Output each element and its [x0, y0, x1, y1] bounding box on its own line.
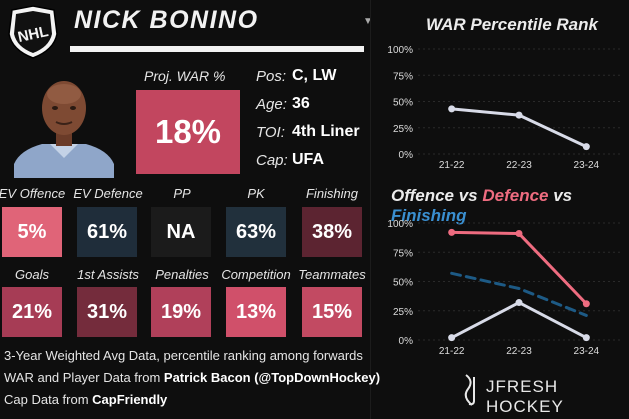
footer-cap-prefix: Cap Data from: [4, 392, 93, 407]
penalties-tile: 19%: [151, 287, 211, 337]
player-name: NICK BONINO: [74, 6, 259, 34]
series-point-0: [582, 143, 590, 151]
series-point-0: [582, 300, 590, 308]
age-label: Age:: [256, 96, 287, 113]
proj-war-label: Proj. WAR %: [144, 68, 226, 84]
cap-label: Cap:: [256, 152, 288, 169]
footer-war-prefix: WAR and Player Data from: [4, 370, 164, 385]
footer-cap-source: Cap Data from CapFriendly: [4, 392, 167, 407]
x-tick-label: 22-23: [506, 346, 532, 357]
finishing-label: Finishing: [305, 186, 359, 201]
offence-defence-finishing-chart: 0% 25% 50% 75% 100% 21-22 22-23 23-24: [387, 219, 620, 357]
proj-war-value: 18%: [136, 90, 240, 174]
toi-label: TOI:: [256, 124, 285, 141]
y-tick-label: 0%: [399, 150, 414, 161]
x-tick-label: 21-22: [439, 160, 465, 171]
first-assists-label: 1st Assists: [77, 267, 139, 282]
ev-defence-label: EV Defence: [73, 186, 143, 201]
ovd-title-defence: Defence: [482, 186, 549, 205]
y-tick-label: 25%: [393, 124, 413, 135]
x-tick-label: 22-23: [506, 160, 532, 171]
series-point-2: [582, 334, 590, 342]
y-tick-label: 100%: [387, 45, 413, 56]
war-percentile-chart: 0% 25% 50% 75% 100% 21-22 22-23 23-24: [387, 45, 620, 171]
y-tick-label: 100%: [387, 219, 413, 230]
x-tick-label: 21-22: [439, 346, 465, 357]
ev-offence-tile: 5%: [2, 207, 62, 257]
teammates-tile: 15%: [302, 287, 362, 337]
y-tick-label: 25%: [393, 307, 413, 318]
pp-label: PP: [173, 186, 191, 201]
pp-tile: NA: [151, 207, 211, 257]
y-tick-label: 0%: [399, 336, 414, 347]
pk-label: PK: [247, 186, 265, 201]
series-point-2: [515, 299, 523, 307]
ovd-title-offence: Offence: [391, 186, 454, 205]
footer-note: 3-Year Weighted Avg Data, percentile ran…: [4, 348, 363, 363]
chevron-down-icon[interactable]: ▼: [363, 16, 373, 27]
ovd-title-vs-1: vs: [454, 186, 483, 205]
series-line-1: [450, 271, 588, 317]
ovd-chart-title: Offence vs Defence vs Finishing: [391, 186, 629, 226]
series-point-0: [448, 228, 456, 236]
footer-war-source: WAR and Player Data from Patrick Bacon (…: [4, 370, 380, 385]
player-portrait: [6, 72, 122, 178]
series-line-0: [450, 230, 588, 306]
goals-tile: 21%: [2, 287, 62, 337]
ev-offence-label: EV Offence: [0, 186, 66, 201]
pk-tile: 63%: [226, 207, 286, 257]
x-tick-label: 23-24: [574, 160, 600, 171]
pos-label: Pos:: [256, 68, 287, 85]
jfresh-logo-icon: [460, 373, 625, 407]
footer-cap-source-name: CapFriendly: [92, 392, 168, 407]
nhl-logo: NHL: [4, 4, 62, 60]
divider: [370, 0, 371, 419]
x-tick-label: 23-24: [574, 346, 600, 357]
series-point-2: [448, 334, 456, 342]
svg-text:NHL: NHL: [16, 23, 50, 46]
ev-defence-tile: 61%: [77, 207, 137, 257]
ovd-title-vs-2: vs: [548, 186, 573, 205]
header-underline: [70, 46, 364, 52]
cap-value: UFA: [292, 151, 324, 168]
teammates-label: Teammates: [298, 267, 366, 282]
age-value: 36: [292, 95, 310, 112]
competition-label: Competition: [221, 267, 291, 282]
y-tick-label: 75%: [393, 248, 413, 259]
war-chart-title: WAR Percentile Rank: [426, 15, 598, 34]
ovd-title-finishing: Finishing: [391, 206, 467, 225]
series-point-0: [515, 111, 523, 119]
first-assists-tile: 31%: [77, 287, 137, 337]
penalties-label: Penalties: [155, 267, 209, 282]
competition-tile: 13%: [226, 287, 286, 337]
brand-name: JFRESH HOCKEY: [486, 377, 564, 416]
pos-value: C, LW: [292, 67, 337, 84]
y-tick-label: 50%: [393, 278, 413, 289]
y-tick-label: 50%: [393, 98, 413, 109]
goals-label: Goals: [15, 267, 49, 282]
series-point-0: [448, 105, 456, 113]
toi-value: 4th Liner: [292, 123, 360, 140]
series-point-0: [515, 230, 523, 238]
footer-war-source-name: Patrick Bacon (@TopDownHockey): [163, 370, 381, 385]
finishing-tile: 38%: [302, 207, 362, 257]
y-tick-label: 75%: [393, 71, 413, 82]
